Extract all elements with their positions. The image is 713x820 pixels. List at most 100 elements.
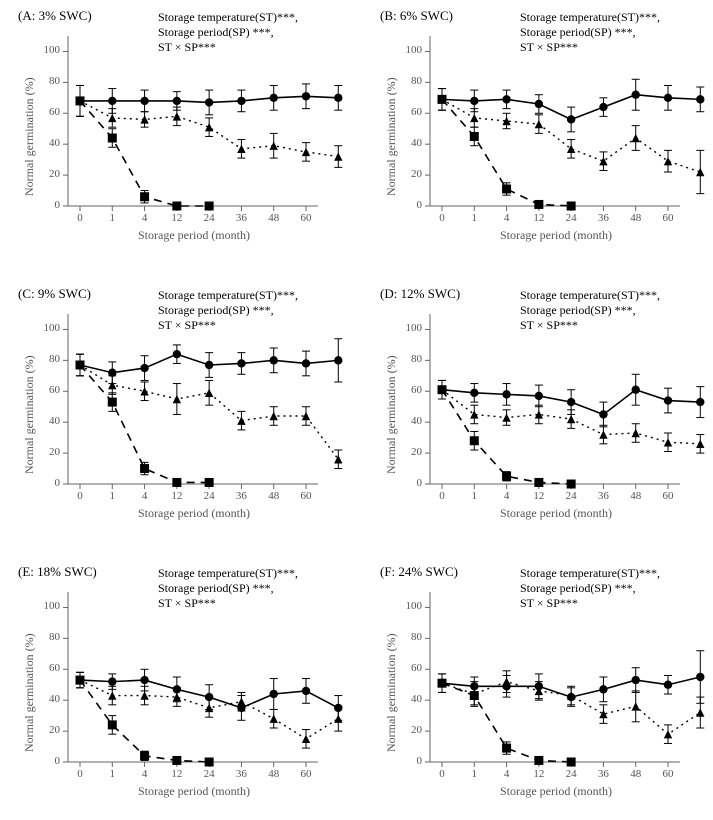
marker-triangle xyxy=(567,415,575,423)
marker-square xyxy=(108,720,117,729)
marker-circle xyxy=(567,398,575,406)
x-tick-label: 48 xyxy=(264,768,284,780)
x-tick-label: 60 xyxy=(296,212,316,224)
y-tick-label: 0 xyxy=(36,755,60,767)
y-tick-label: 60 xyxy=(398,384,422,396)
x-tick-label: 1 xyxy=(102,490,122,502)
marker-circle xyxy=(470,389,478,397)
x-tick-label: 0 xyxy=(432,768,452,780)
marker-circle xyxy=(664,94,672,102)
marker-circle xyxy=(237,97,245,105)
marker-circle xyxy=(502,95,510,103)
marker-circle xyxy=(270,94,278,102)
y-tick-label: 100 xyxy=(398,600,422,612)
marker-circle xyxy=(696,673,704,681)
marker-triangle xyxy=(108,381,116,389)
x-tick-label: 36 xyxy=(593,768,613,780)
chart-panel: (A: 3% SWC)Storage temperature(ST)***,St… xyxy=(8,4,338,254)
x-tick-label: 60 xyxy=(658,768,678,780)
marker-square xyxy=(76,361,85,370)
marker-circle xyxy=(567,115,575,123)
marker-circle xyxy=(470,97,478,105)
y-tick-label: 80 xyxy=(398,631,422,643)
marker-square xyxy=(140,192,149,201)
y-axis-label: Normal germination (%) xyxy=(22,77,37,196)
plot-svg xyxy=(68,314,318,504)
y-tick-label: 20 xyxy=(398,446,422,458)
y-tick-label: 0 xyxy=(398,755,422,767)
y-tick-label: 40 xyxy=(36,693,60,705)
y-tick-label: 80 xyxy=(398,353,422,365)
chart-panel: (F: 24% SWC)Storage temperature(ST)***,S… xyxy=(370,560,700,810)
plot-svg xyxy=(68,592,318,782)
marker-triangle xyxy=(696,168,704,176)
marker-circle xyxy=(632,386,640,394)
y-tick-label: 0 xyxy=(398,199,422,211)
plot-svg xyxy=(68,36,318,226)
x-tick-label: 24 xyxy=(199,768,219,780)
marker-circle xyxy=(599,685,607,693)
marker-circle xyxy=(664,396,672,404)
marker-circle xyxy=(173,97,181,105)
marker-triangle xyxy=(302,735,310,743)
x-axis-label: Storage period (month) xyxy=(500,228,612,243)
anova-line: Storage temperature(ST)***, xyxy=(520,288,660,303)
x-tick-label: 1 xyxy=(464,768,484,780)
y-tick-label: 80 xyxy=(36,75,60,87)
y-tick-label: 20 xyxy=(36,446,60,458)
x-tick-label: 0 xyxy=(70,490,90,502)
marker-triangle xyxy=(664,438,672,446)
marker-triangle xyxy=(334,715,342,723)
marker-square xyxy=(567,202,576,211)
panel-title: (E: 18% SWC) xyxy=(18,564,97,580)
y-tick-label: 60 xyxy=(36,106,60,118)
chart-panel: (D: 12% SWC)Storage temperature(ST)***,S… xyxy=(370,282,700,532)
y-tick-label: 100 xyxy=(36,44,60,56)
marker-circle xyxy=(270,356,278,364)
y-tick-label: 60 xyxy=(36,384,60,396)
marker-circle xyxy=(664,681,672,689)
y-tick-label: 80 xyxy=(398,75,422,87)
x-tick-label: 0 xyxy=(70,768,90,780)
x-tick-label: 36 xyxy=(593,212,613,224)
y-tick-label: 20 xyxy=(36,724,60,736)
marker-square xyxy=(502,185,511,194)
anova-line: Storage temperature(ST)***, xyxy=(520,10,660,25)
marker-triangle xyxy=(502,413,510,421)
marker-square xyxy=(76,676,85,685)
x-tick-label: 24 xyxy=(561,490,581,502)
marker-circle xyxy=(205,361,213,369)
marker-triangle xyxy=(205,389,213,397)
y-axis-label: Normal germination (%) xyxy=(384,77,399,196)
y-axis-label: Normal germination (%) xyxy=(384,355,399,474)
marker-triangle xyxy=(270,142,278,150)
marker-square xyxy=(108,134,117,143)
anova-line: Storage temperature(ST)***, xyxy=(158,566,298,581)
marker-circle xyxy=(334,356,342,364)
x-tick-label: 48 xyxy=(626,490,646,502)
y-tick-label: 0 xyxy=(398,477,422,489)
marker-circle xyxy=(140,676,148,684)
marker-triangle xyxy=(173,395,181,403)
marker-square xyxy=(438,385,447,394)
marker-circle xyxy=(599,103,607,111)
y-tick-label: 0 xyxy=(36,477,60,489)
marker-circle xyxy=(334,94,342,102)
x-tick-label: 48 xyxy=(264,490,284,502)
marker-circle xyxy=(108,97,116,105)
marker-square xyxy=(108,398,117,407)
x-tick-label: 36 xyxy=(231,490,251,502)
x-tick-label: 1 xyxy=(102,212,122,224)
x-tick-label: 24 xyxy=(199,490,219,502)
marker-triangle xyxy=(535,120,543,128)
y-tick-label: 60 xyxy=(398,662,422,674)
marker-triangle xyxy=(108,691,116,699)
marker-square xyxy=(534,756,543,765)
marker-circle xyxy=(237,359,245,367)
plot-svg xyxy=(430,592,680,782)
y-tick-label: 100 xyxy=(398,322,422,334)
y-axis-label: Normal germination (%) xyxy=(22,633,37,752)
marker-triangle xyxy=(502,677,510,685)
x-tick-label: 4 xyxy=(497,212,517,224)
x-tick-label: 48 xyxy=(264,212,284,224)
